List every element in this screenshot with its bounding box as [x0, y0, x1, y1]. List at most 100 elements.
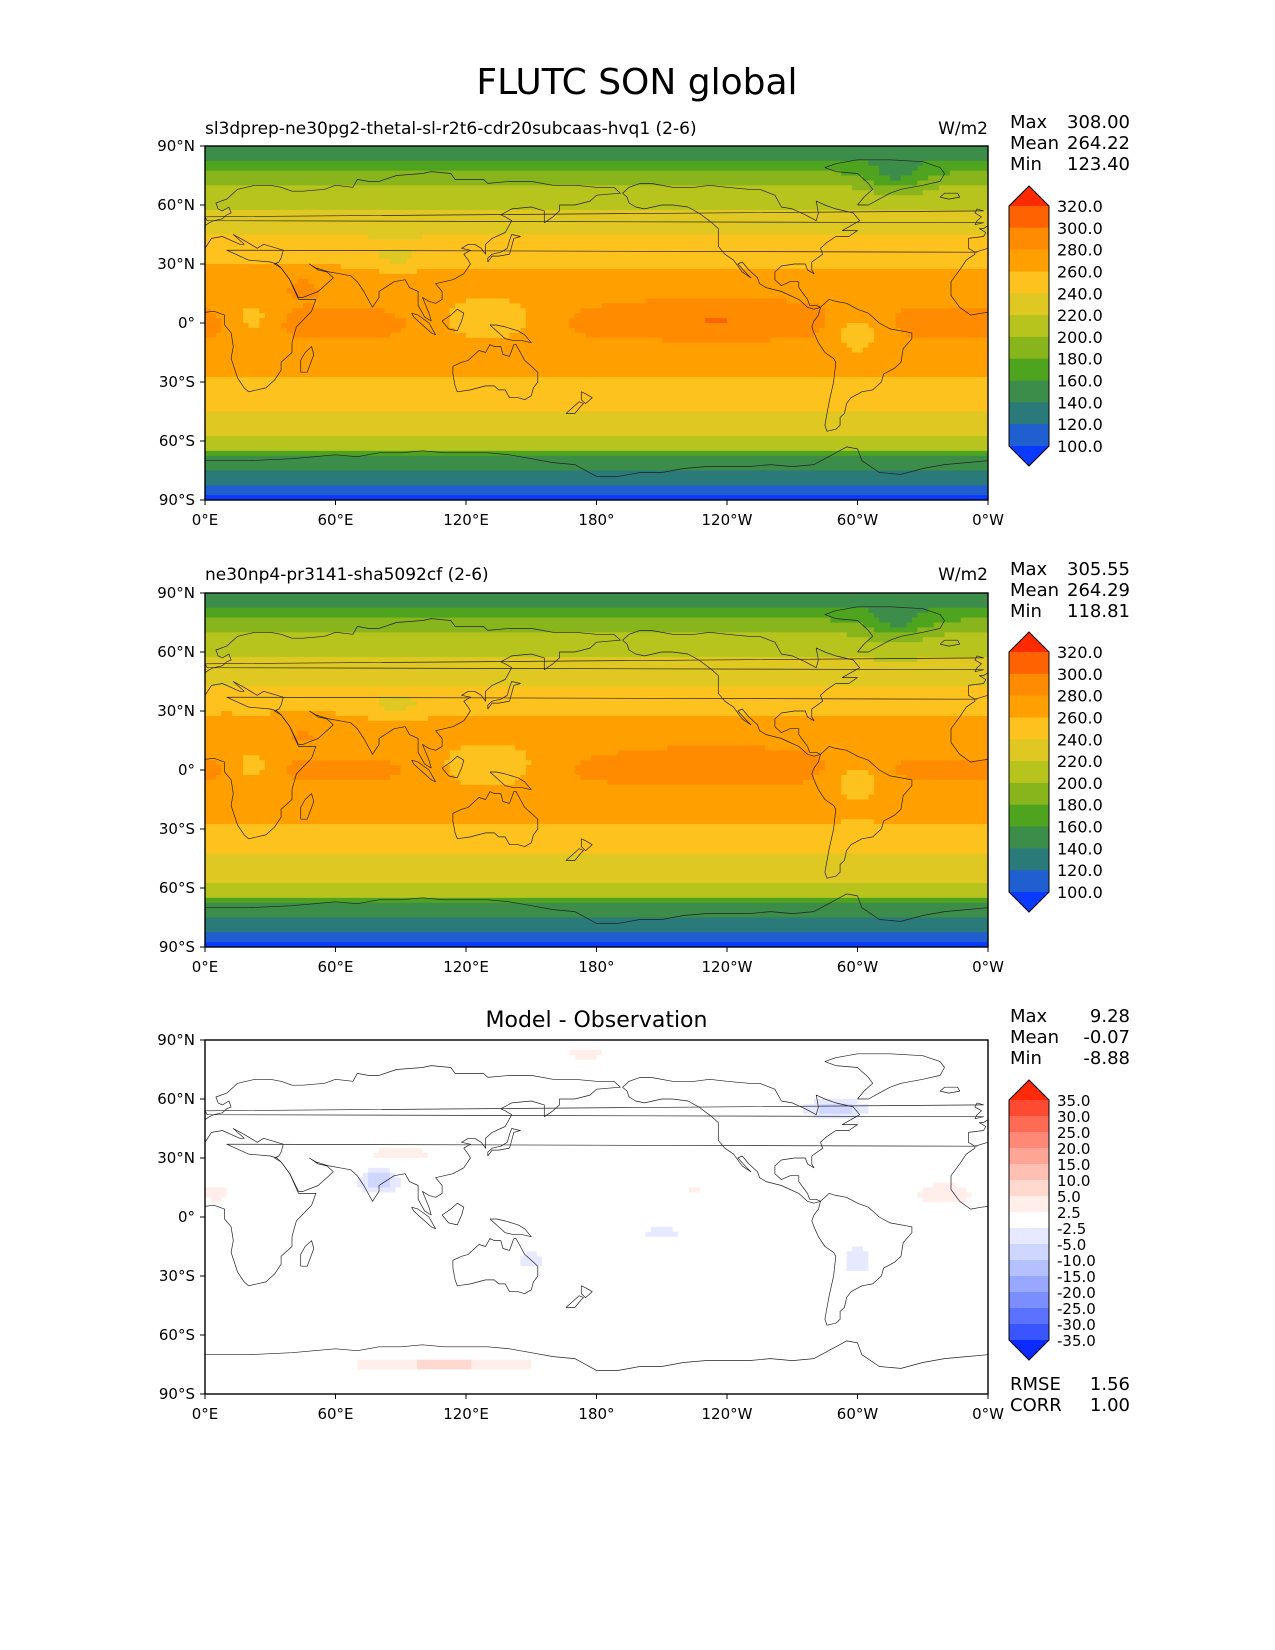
field-cell [895, 313, 988, 319]
x-tick-label: 180° [578, 1405, 614, 1423]
field-cell [205, 607, 869, 614]
field-cell [917, 180, 988, 186]
colorbar-label: 220.0 [1057, 752, 1103, 771]
coastline [205, 893, 988, 924]
field-cell [205, 1079, 988, 1085]
field-cell [221, 711, 233, 717]
field-cell [259, 318, 288, 324]
field-cell [879, 170, 913, 177]
coastline [487, 681, 521, 710]
field-cell [205, 200, 988, 206]
field-cell [411, 254, 988, 260]
colorbar-segment [1009, 227, 1049, 251]
colorbar-extend-top [1009, 1080, 1049, 1101]
panel-title: Model - Observation [486, 1008, 708, 1033]
field-cell [906, 622, 935, 629]
field-cell [379, 696, 413, 702]
field-cell [205, 485, 988, 491]
field-cell [841, 337, 875, 344]
field-map [205, 593, 988, 947]
metric-label: CORR [1010, 1395, 1062, 1416]
colorbar-label: 30.0 [1057, 1108, 1090, 1126]
field-cell [205, 711, 222, 717]
field-cell [765, 745, 988, 751]
coastline [487, 234, 521, 263]
x-tick-label: 0°W [972, 1405, 1004, 1423]
colorbar-label: 120.0 [1057, 861, 1103, 880]
field-cell [205, 740, 988, 747]
field-cell [205, 470, 988, 477]
field-cell [205, 784, 842, 791]
coastline [205, 618, 621, 769]
field-cell [525, 770, 576, 776]
field-cell [205, 342, 848, 349]
field-cell [205, 1251, 527, 1257]
field-cell [210, 308, 244, 314]
field-cell [205, 720, 988, 727]
field-cell [389, 259, 407, 265]
field-cell [205, 367, 988, 373]
field-cell [205, 386, 988, 393]
field-cell [542, 1261, 848, 1267]
colorbar-extend-bottom [1009, 1340, 1049, 1360]
colorbar-extend-top [1009, 632, 1049, 653]
field-cell [368, 1177, 391, 1184]
field-cell [308, 730, 988, 737]
field-cell [427, 715, 988, 722]
colorbar-segment [1009, 1100, 1049, 1117]
field-cell [205, 1315, 988, 1321]
field-cell [406, 323, 451, 329]
field-cell [205, 1379, 988, 1385]
field-cell [270, 711, 337, 717]
field-cell [890, 175, 902, 182]
field-cell [205, 927, 988, 933]
field-cell [841, 819, 875, 825]
field-cell [819, 1103, 853, 1110]
field-cell [319, 293, 988, 300]
field-cell [205, 372, 988, 378]
field-cell [449, 313, 527, 319]
field-cell [873, 784, 988, 791]
field-cell [205, 1300, 988, 1307]
field-cell [928, 607, 988, 614]
field-cell [895, 323, 988, 329]
field-cell [205, 1354, 988, 1361]
y-tick-label: 90°N [157, 584, 195, 602]
field-cell [205, 1212, 988, 1218]
field-cell [205, 1330, 988, 1336]
field-cell [205, 268, 380, 275]
field-cell [205, 907, 988, 914]
colorbar-label: 120.0 [1057, 415, 1103, 434]
field-cell [895, 318, 988, 324]
field-cell [221, 1197, 924, 1203]
coastline [205, 460, 206, 462]
field-cell [292, 308, 386, 314]
field-cell [449, 750, 527, 756]
field-cell [205, 1148, 380, 1154]
coastline [411, 759, 436, 783]
field-cell [205, 666, 988, 673]
field-cell [205, 1231, 647, 1238]
colorbar-segment [1009, 380, 1049, 403]
field-cell [205, 337, 663, 344]
field-cell [205, 706, 386, 712]
x-tick-label: 120°W [702, 958, 753, 976]
field-cell [205, 1172, 364, 1179]
field-cell [243, 755, 260, 761]
field-cell [873, 627, 918, 633]
field-cell [917, 1192, 973, 1198]
colorbar: 320.0 300.0 280.0 260.0 240.0 220.0 200.0 180.0… [1008, 185, 1103, 467]
field-cell [313, 283, 988, 290]
stat-value: 123.40 [1067, 154, 1130, 175]
field-cell [922, 160, 988, 167]
field-cell [313, 735, 988, 742]
field-cell [205, 347, 853, 354]
field-cell [205, 1256, 521, 1262]
field-cell [205, 495, 988, 500]
field-cell [205, 465, 988, 472]
field-cell [819, 327, 842, 334]
colorbar-label: 20.0 [1057, 1140, 1090, 1158]
x-tick-label: 180° [578, 511, 614, 529]
coastline [950, 252, 988, 316]
